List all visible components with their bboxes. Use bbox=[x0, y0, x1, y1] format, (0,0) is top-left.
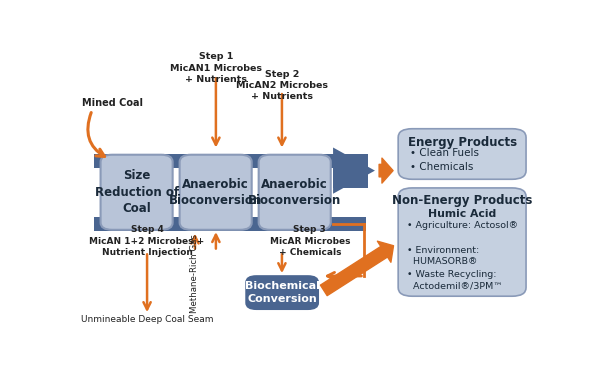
FancyBboxPatch shape bbox=[398, 188, 526, 296]
Text: Step 3
MicAR Microbes
+ Chemicals: Step 3 MicAR Microbes + Chemicals bbox=[269, 225, 350, 256]
Bar bbox=[333, 154, 368, 188]
FancyArrowPatch shape bbox=[88, 112, 104, 156]
FancyBboxPatch shape bbox=[246, 276, 318, 309]
Text: • Waste Recycling:
  Actodemil®/3PM™: • Waste Recycling: Actodemil®/3PM™ bbox=[407, 270, 502, 290]
Text: • Chemicals: • Chemicals bbox=[410, 162, 473, 172]
Text: Step 4
MicAN 1+2 Microbes +
Nutrient Injection: Step 4 MicAN 1+2 Microbes + Nutrient Inj… bbox=[89, 225, 205, 256]
Bar bbox=[94, 217, 365, 231]
Bar bbox=[94, 154, 365, 168]
Text: • Agriculture: Actosol®: • Agriculture: Actosol® bbox=[407, 221, 518, 230]
FancyBboxPatch shape bbox=[179, 155, 252, 230]
Text: Mined Coal: Mined Coal bbox=[82, 98, 143, 108]
FancyArrowPatch shape bbox=[379, 158, 393, 183]
Text: Unmineable Deep Coal Seam: Unmineable Deep Coal Seam bbox=[81, 315, 214, 324]
FancyBboxPatch shape bbox=[101, 155, 173, 230]
Text: Size
Reduction of
Coal: Size Reduction of Coal bbox=[95, 169, 179, 215]
Text: Humic Acid: Humic Acid bbox=[428, 209, 496, 219]
Text: Energy Products: Energy Products bbox=[407, 136, 517, 149]
Text: Non-Energy Products: Non-Energy Products bbox=[392, 194, 532, 207]
Text: Step 1
MicAN1 Microbes
+ Nutrients: Step 1 MicAN1 Microbes + Nutrients bbox=[170, 52, 262, 84]
Text: • Environment:
  HUMASORB®: • Environment: HUMASORB® bbox=[407, 246, 479, 266]
Text: Anaerobic
Bioconversion: Anaerobic Bioconversion bbox=[169, 177, 262, 207]
Polygon shape bbox=[333, 147, 375, 194]
FancyBboxPatch shape bbox=[259, 155, 331, 230]
Text: Methane-Rich Gas: Methane-Rich Gas bbox=[190, 234, 199, 313]
Text: Biochemical
Conversion: Biochemical Conversion bbox=[245, 281, 320, 304]
Text: • Clean Fuels: • Clean Fuels bbox=[410, 147, 479, 158]
FancyBboxPatch shape bbox=[398, 129, 526, 179]
Text: Step 2
MicAN2 Microbes
+ Nutrients: Step 2 MicAN2 Microbes + Nutrients bbox=[236, 69, 328, 102]
Text: Anaerobic
Bioconversion: Anaerobic Bioconversion bbox=[248, 177, 341, 207]
FancyArrowPatch shape bbox=[320, 241, 394, 296]
